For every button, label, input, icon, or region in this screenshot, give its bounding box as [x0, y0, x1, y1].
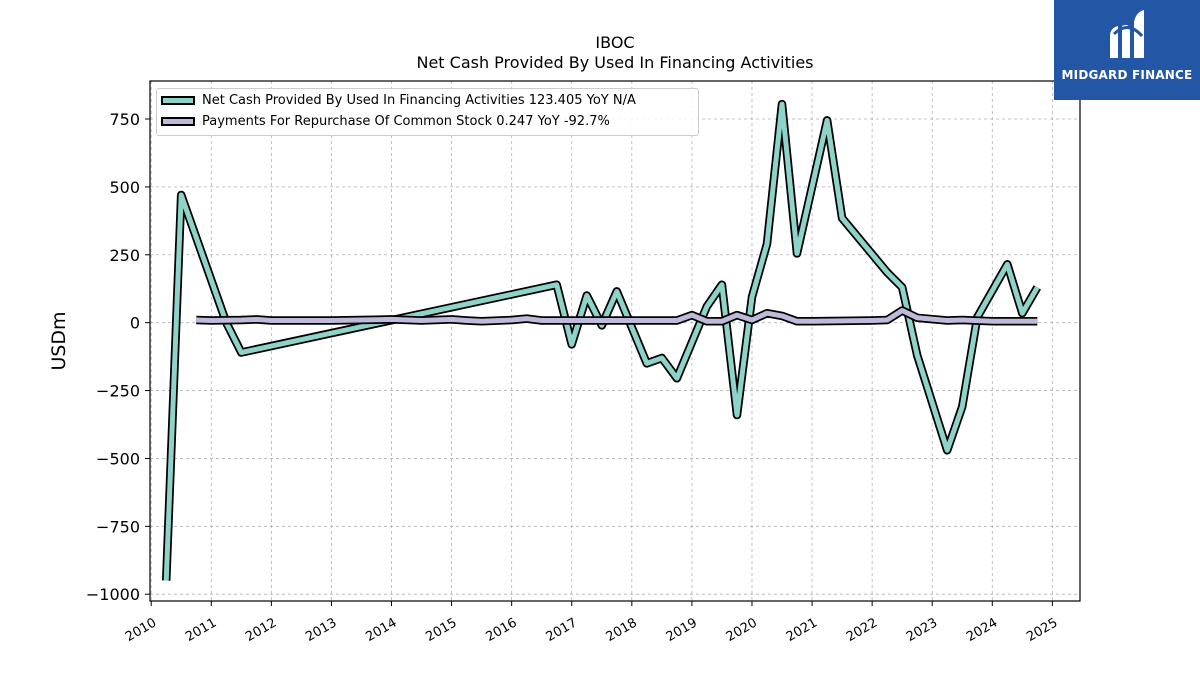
- y-tick-label: 500: [109, 178, 140, 197]
- x-tick-label: 2015: [423, 615, 459, 645]
- x-tick-label: 2025: [1024, 615, 1060, 645]
- y-tick-label: 750: [109, 110, 140, 129]
- x-axis-ticks: 2010 2011 2012 2013 2014 2015 2016 2017 2018 2019…: [123, 601, 1060, 645]
- legend-label-repurchase: Payments For Repurchase Of Common Stock …: [202, 113, 610, 129]
- chart-title: IBOC: [595, 33, 635, 52]
- x-tick-label: 2019: [664, 615, 700, 645]
- y-tick-label: −250: [96, 382, 140, 401]
- x-tick-label: 2023: [904, 615, 940, 645]
- y-tick-label: −500: [96, 449, 140, 468]
- x-tick-label: 2014: [363, 615, 399, 645]
- y-axis-label: USDm: [48, 311, 70, 370]
- y-tick-label: 250: [109, 246, 140, 265]
- legend-item-net-cash: Net Cash Provided By Used In Financing A…: [161, 91, 636, 109]
- y-tick-label: 0: [130, 314, 140, 333]
- legend-swatch-repurchase: [161, 116, 195, 126]
- x-tick-label: 2012: [243, 615, 279, 645]
- x-tick-label: 2020: [724, 615, 760, 645]
- midgard-logo-icon: [1110, 10, 1144, 58]
- y-axis-ticks: 750 500 250 0 −250 −500 −750 −1000: [86, 110, 150, 604]
- series-line-1: [196, 308, 1038, 324]
- y-tick-label: −750: [96, 517, 140, 536]
- x-tick-label: 2024: [964, 615, 1000, 645]
- series-line-0: [163, 101, 1040, 581]
- x-tick-label: 2021: [784, 615, 820, 645]
- series-layer: [161, 99, 1041, 581]
- logo-text: MIDGARD FINANCE: [1061, 68, 1193, 82]
- legend-swatch-net-cash: [161, 95, 195, 105]
- chart-subtitle: Net Cash Provided By Used In Financing A…: [416, 53, 814, 72]
- legend: Net Cash Provided By Used In Financing A…: [156, 88, 699, 136]
- x-tick-label: 2011: [183, 615, 219, 645]
- x-tick-label: 2010: [123, 615, 159, 645]
- x-tick-label: 2017: [544, 615, 580, 645]
- x-tick-label: 2013: [303, 615, 339, 645]
- legend-label-net-cash: Net Cash Provided By Used In Financing A…: [202, 92, 636, 108]
- brand-logo: MIDGARD FINANCE: [1054, 0, 1200, 100]
- plot-frame: [149, 80, 1081, 602]
- y-tick-label: −1000: [86, 585, 140, 604]
- x-tick-label: 2022: [844, 615, 880, 645]
- x-tick-label: 2018: [604, 615, 640, 645]
- x-tick-label: 2016: [484, 615, 520, 645]
- legend-item-repurchase: Payments For Repurchase Of Common Stock …: [161, 112, 610, 130]
